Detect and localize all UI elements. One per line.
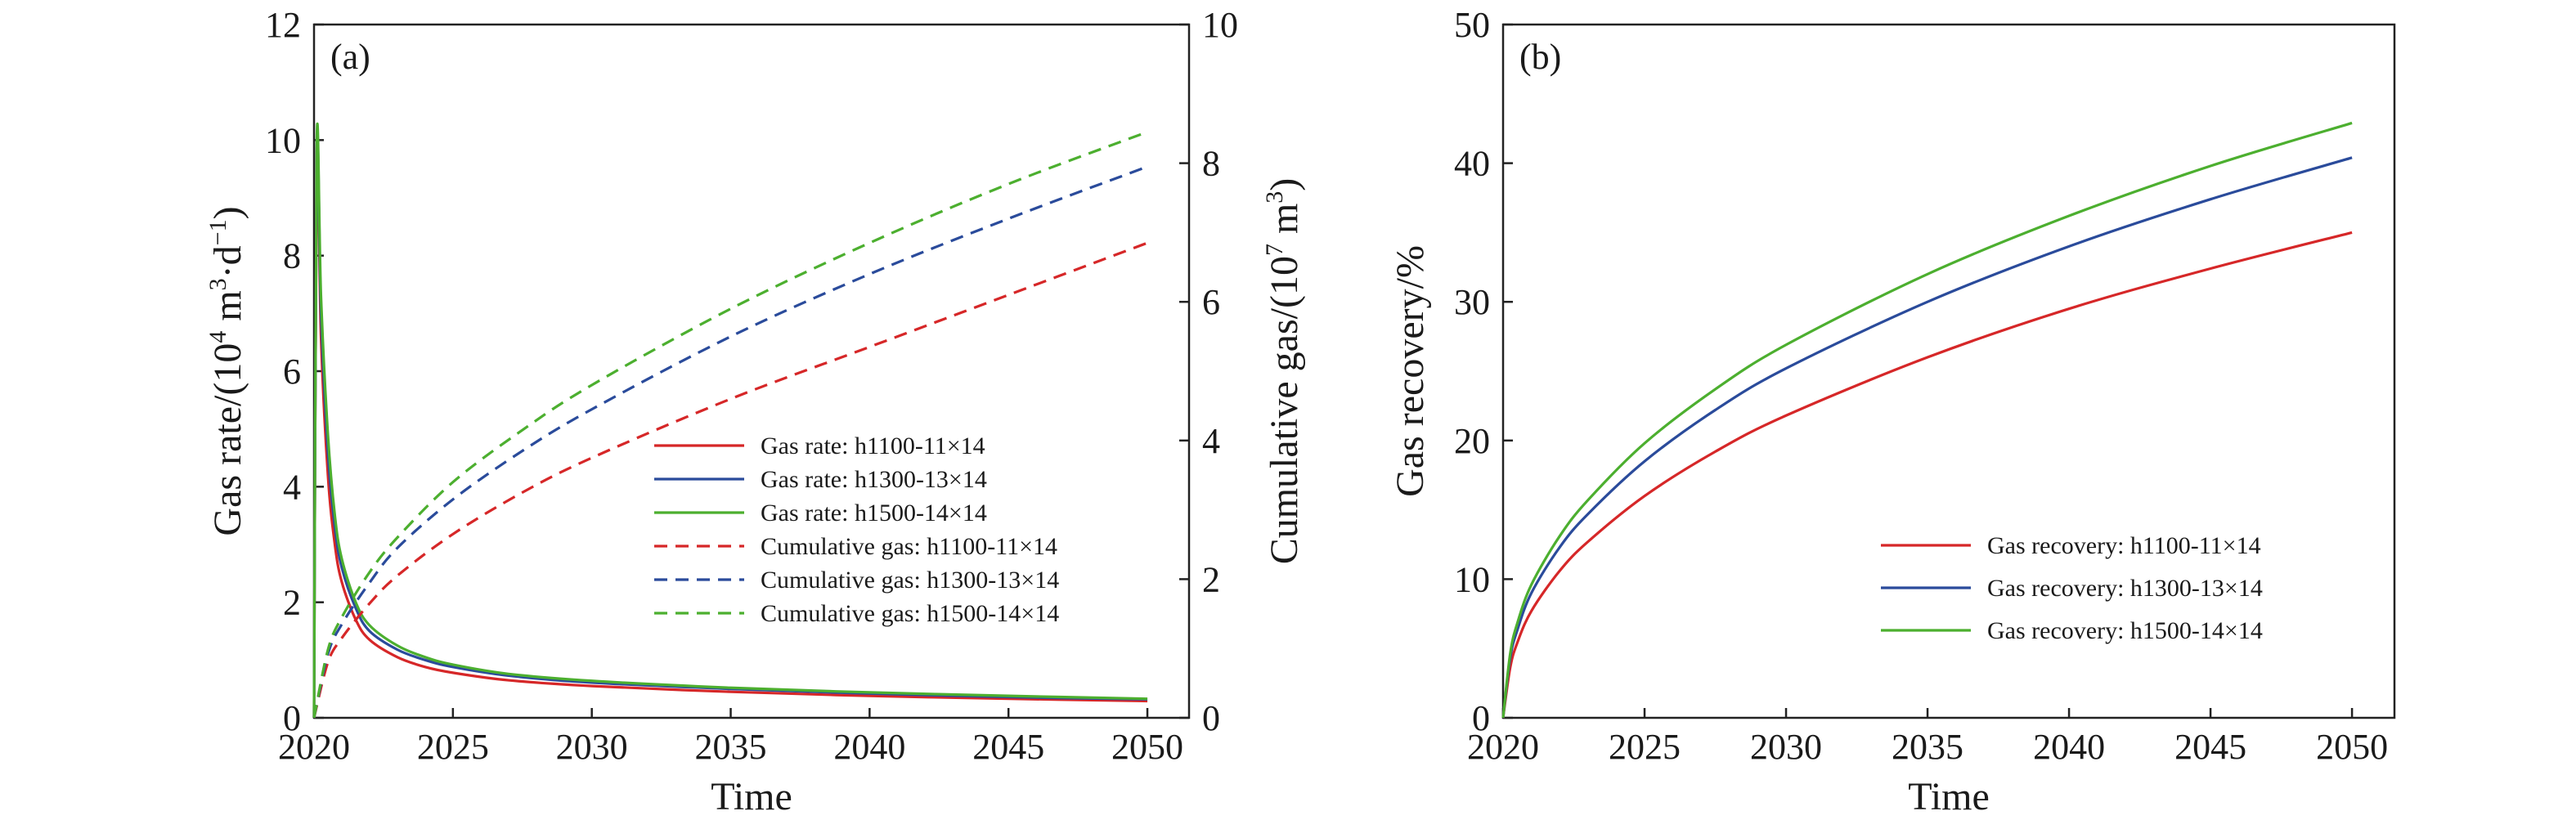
y2-tick-label: 10 (1202, 5, 1238, 45)
panel-b-series (1501, 121, 2353, 719)
panel-a-x-axis-title: Time (711, 775, 792, 818)
y2-tick-label: 4 (1202, 421, 1220, 461)
y-tick-label: 0 (283, 698, 301, 738)
y-tick-label: 50 (1454, 5, 1490, 45)
panel-b-y-ticks: 0 10 20 30 40 50 (1454, 5, 1513, 738)
series-line-1 (1501, 231, 2353, 719)
y2-tick-label: 2 (1202, 559, 1220, 599)
panel-b: (b) 2020 2025 2030 2035 2040 2045 2050 0102030… (1389, 5, 2396, 818)
y-tick-label: 40 (1454, 144, 1490, 184)
y-tick-label: 6 (283, 352, 301, 392)
x-tick-label: 2050 (2316, 727, 2388, 767)
series-line-3 (312, 122, 1148, 719)
legend-label: Cumulative gas: h1500-14×14 (761, 600, 1059, 627)
y-tick-label: 10 (1454, 559, 1490, 599)
x-tick-label: 2030 (1750, 727, 1822, 767)
panel-a-legend: Gas rate: h1100-11×14 Gas rate: h1300-13×… (654, 432, 1059, 627)
series-line-5 (312, 165, 1148, 719)
y-tick-label: 0 (1472, 698, 1490, 738)
x-tick-label: 2030 (556, 727, 628, 767)
x-tick-label: 2025 (1609, 727, 1681, 767)
panel-a-y-axis-title: Gas rate/(104 m3·d−1) (204, 206, 249, 535)
x-tick-label: 2050 (1111, 727, 1183, 767)
series-line-3 (1501, 121, 2353, 719)
series-line-2 (1501, 156, 2353, 719)
y2-tick-label: 0 (1202, 698, 1220, 738)
x-tick-label: 2035 (695, 727, 767, 767)
panel-a-y2-ticks: 0 2 4 6 8 10 (1179, 5, 1238, 738)
y-tick-label: 8 (283, 236, 301, 276)
panel-b-label: (b) (1519, 37, 1561, 77)
panel-a-series (312, 122, 1148, 719)
y-tick-label: 4 (283, 467, 301, 507)
x-tick-label: 2045 (2174, 727, 2246, 767)
x-tick-label: 2020 (278, 727, 350, 767)
legend-label: Gas recovery: h1300-13×14 (1987, 575, 2263, 602)
x-tick-label: 2040 (833, 727, 905, 767)
y2-tick-label: 6 (1202, 282, 1220, 322)
y-tick-label: 2 (283, 583, 301, 623)
series-line-6 (312, 130, 1148, 719)
legend-label: Cumulative gas: h1300-13×14 (761, 567, 1059, 594)
panel-a: (a) 2020 2025 2030 2035 2040 2045 2050 0 2 4 6 8 10… (204, 5, 1306, 818)
legend-label: Gas rate: h1300-13×14 (761, 466, 987, 493)
x-tick-label: 2025 (417, 727, 489, 767)
y-tick-label: 10 (265, 120, 301, 160)
x-tick-label: 2040 (2033, 727, 2105, 767)
legend-label: Gas rate: h1500-14×14 (761, 500, 987, 527)
legend-label: Gas recovery: h1100-11×14 (1987, 532, 2261, 559)
x-tick-label: 2045 (972, 727, 1044, 767)
y-tick-label: 12 (265, 5, 301, 45)
panel-b-x-axis-title: Time (1908, 775, 1990, 818)
legend-label: Cumulative gas: h1100-11×14 (761, 533, 1057, 560)
panel-a-x-ticks: 2020 2025 2030 2035 2040 2045 2050 (278, 708, 1183, 767)
panel-b-y-axis-title: Gas recovery/% (1389, 245, 1432, 497)
panel-a-y2-axis-title: Cumulative gas/(107 m3) (1261, 178, 1306, 565)
legend-label: Gas rate: h1100-11×14 (761, 432, 985, 459)
legend-label: Gas recovery: h1500-14×14 (1987, 617, 2263, 644)
panel-b-legend: Gas recovery: h1100-11×14 Gas recovery: h… (1881, 532, 2263, 644)
panel-a-label: (a) (330, 37, 370, 77)
x-tick-label: 2020 (1467, 727, 1539, 767)
panel-b-x-ticks: 2020 2025 2030 2035 2040 2045 2050 (1467, 708, 2388, 767)
x-tick-label: 2035 (1892, 727, 1963, 767)
series-line-4 (312, 241, 1148, 719)
panel-b-frame (1501, 23, 2396, 719)
y2-tick-label: 8 (1202, 144, 1220, 184)
y-tick-label: 30 (1454, 282, 1490, 322)
y-tick-label: 20 (1454, 421, 1490, 461)
panel-a-y-ticks: 0 2 4 6 8 10 12 (265, 5, 324, 738)
